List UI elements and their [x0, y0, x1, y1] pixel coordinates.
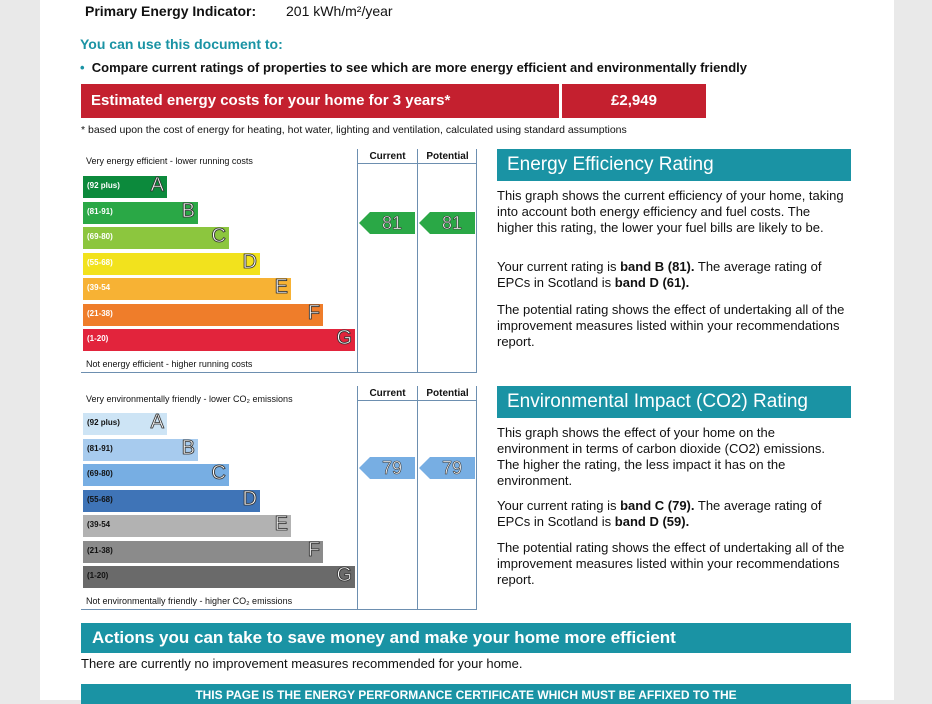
ee-p1: This graph shows the current efficiency …: [497, 188, 844, 235]
ei-band-e: (39-54 E: [83, 513, 291, 537]
ei-current-arrow: 79: [359, 457, 415, 479]
ee-bottom-label: Not energy efficient - higher running co…: [86, 359, 253, 369]
ei-band-g: (1-20) G: [83, 564, 355, 588]
ei-current-value: 79: [382, 458, 402, 478]
ee-band-range: (21-38): [87, 308, 113, 318]
ei-bottom-label: Not environmentally friendly - higher CO…: [86, 596, 293, 606]
ei-col-current: Current: [369, 388, 406, 399]
ei-band-letter: E: [274, 513, 288, 536]
ei-col-potential: Potential: [426, 388, 469, 399]
ee-band-letter: F: [307, 301, 320, 324]
actions-text: There are currently no improvement measu…: [81, 656, 523, 671]
ee-band-b: (81-91) B: [83, 199, 198, 224]
ei-band-letter: A: [150, 411, 164, 434]
ee-band-range: (55-68): [87, 257, 113, 267]
actions-title: Actions you can take to save money and m…: [92, 628, 676, 647]
cost-label: Estimated energy costs for your home for…: [91, 92, 451, 109]
ei-band-range: (81-91): [87, 443, 113, 453]
ei-band-letter: F: [307, 538, 320, 561]
ee-band-a: (92 plus) A: [83, 174, 167, 198]
ee-band-range: (69-80): [87, 232, 113, 241]
ei-band-a: (92 plus) A: [83, 411, 167, 435]
cost-value: £2,949: [611, 92, 657, 109]
ee-col-potential: Potential: [426, 151, 469, 162]
ee-band-letter: A: [150, 174, 164, 197]
actions-title-box: Actions you can take to save money and m…: [81, 623, 851, 653]
ee-band-e: (39-54 E: [83, 276, 291, 300]
ee-band-range: (81-91): [87, 206, 113, 216]
ei-band-d: (55-68) D: [83, 487, 260, 512]
ee-band-g: (1-20) G: [83, 327, 355, 351]
ei-band-f: (21-38) F: [83, 538, 323, 563]
footer-box: THIS PAGE IS THE ENERGY PERFORMANCE CERT…: [81, 684, 851, 704]
ee-current-value: 81: [382, 213, 402, 233]
footer-text: THIS PAGE IS THE ENERGY PERFORMANCE CERT…: [195, 688, 737, 702]
bullet-dot: •: [80, 60, 85, 75]
ee-current-arrow: 81: [359, 212, 415, 234]
cost-footnote: * based upon the cost of energy for heat…: [81, 124, 627, 136]
pei-label: Primary Energy Indicator:: [85, 3, 257, 19]
ee-band-range: (39-54: [87, 283, 111, 292]
ei-potential-value: 79: [442, 458, 462, 478]
use-bullet: • Compare current ratings of properties …: [80, 60, 747, 75]
ee-band-letter: E: [274, 276, 288, 299]
ei-band-b: (81-91) B: [83, 436, 198, 461]
ee-chart: Current Potential Very energy efficient …: [81, 149, 477, 373]
ei-p1: This graph shows the effect of your home…: [497, 425, 826, 488]
ei-band-letter: G: [336, 564, 352, 587]
ei-potential-arrow: 79: [419, 457, 475, 479]
ee-title: Energy Efficiency Rating: [497, 149, 851, 181]
ei-band-letter: B: [181, 436, 195, 459]
ee-band-letter: B: [181, 199, 195, 222]
ee-band-d: (55-68) D: [83, 250, 260, 275]
use-bullet-text: Compare current ratings of properties to…: [91, 60, 748, 75]
ei-band-range: (21-38): [87, 545, 113, 555]
ee-band-letter: D: [242, 250, 257, 273]
epc-page: Primary Energy Indicator: 201 kWh/m²/yea…: [40, 0, 894, 704]
ei-band-range: (69-80): [87, 469, 113, 478]
ee-band-range: (1-20): [87, 334, 109, 343]
ee-band-range: (92 plus): [87, 181, 120, 190]
cost-value-box: £2,949: [562, 84, 706, 118]
ee-col-current: Current: [369, 151, 406, 162]
ee-potential-value: 81: [442, 213, 462, 233]
ei-band-letter: D: [242, 487, 257, 510]
ei-band-range: (1-20): [87, 571, 109, 580]
ei-band-letter: C: [211, 462, 226, 485]
ei-band-range: (39-54: [87, 520, 111, 529]
ei-p2: Your current rating is band C (79). The …: [497, 498, 822, 529]
ee-band-f: (21-38) F: [83, 301, 323, 326]
ee-top-label: Very energy efficient - lower running co…: [86, 156, 253, 166]
ei-band-c: (69-80) C: [83, 462, 229, 486]
ee-band-letter: C: [211, 225, 226, 248]
ei-band-range: (92 plus): [87, 418, 120, 427]
pei-value: 201 kWh/m²/year: [286, 3, 393, 19]
cost-label-box: Estimated energy costs for your home for…: [81, 84, 559, 118]
ee-p3: The potential rating shows the effect of…: [497, 302, 845, 349]
ee-band-letter: G: [336, 327, 352, 350]
ei-title: Environmental Impact (CO2) Rating: [497, 386, 851, 418]
ei-p3: The potential rating shows the effect of…: [497, 540, 845, 587]
ee-band-c: (69-80) C: [83, 225, 229, 249]
ei-chart: Current Potential Very environmentally f…: [81, 386, 477, 610]
ee-potential-arrow: 81: [419, 212, 475, 234]
ei-top-label: Very environmentally friendly - lower CO…: [86, 394, 293, 404]
use-heading: You can use this document to:: [80, 36, 283, 52]
ee-p2: Your current rating is band B (81). The …: [497, 259, 822, 290]
ei-band-range: (55-68): [87, 494, 113, 504]
